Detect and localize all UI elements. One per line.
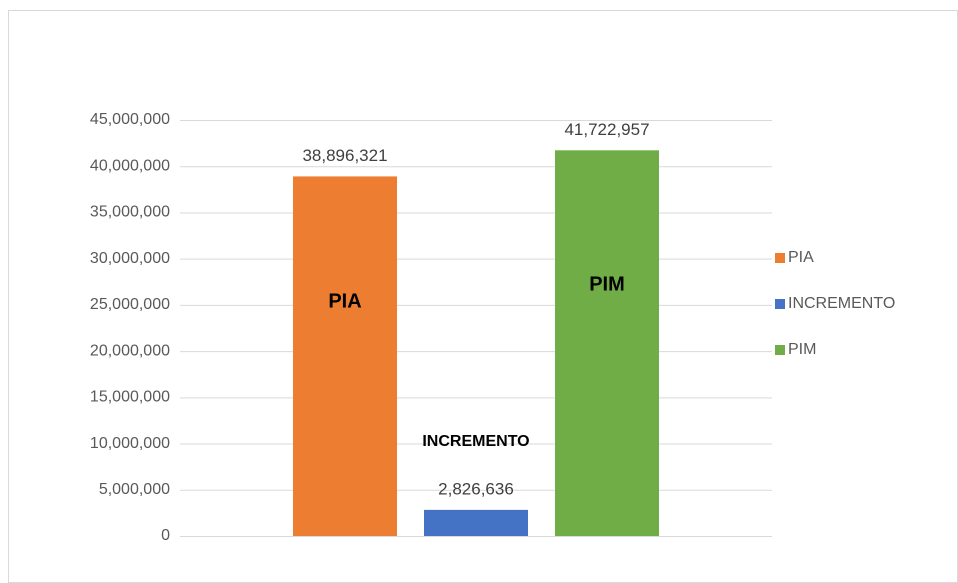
bar-name-label: PIM [589,274,625,296]
y-tick-label: 25,000,000 [90,296,170,313]
data-label: 2,826,636 [438,479,514,498]
y-tick-label: 5,000,000 [99,481,170,498]
legend-label: PIA [788,249,814,266]
y-tick-label: 20,000,000 [90,342,170,359]
bar [293,176,397,537]
legend-swatch [775,345,785,355]
bar [424,509,528,536]
y-tick-label: 45,000,000 [90,111,170,128]
legend-label: INCREMENTO [788,295,895,312]
bar-name-label: INCREMENTO [422,433,529,450]
y-tick-label: 10,000,000 [90,435,170,452]
y-tick-label: 30,000,000 [90,250,170,267]
bar-name-label: PIA [328,291,361,313]
y-tick-label: 40,000,000 [90,157,170,174]
data-label: 41,722,957 [564,120,649,139]
y-tick-label: 15,000,000 [90,389,170,406]
y-tick-label: 35,000,000 [90,204,170,221]
y-tick-label: 0 [161,527,170,544]
chart-frame [8,10,958,583]
bar [555,150,659,537]
legend-swatch [775,299,785,309]
legend-label: PIM [788,341,816,358]
legend-swatch [775,253,785,263]
data-label: 38,896,321 [302,146,387,165]
